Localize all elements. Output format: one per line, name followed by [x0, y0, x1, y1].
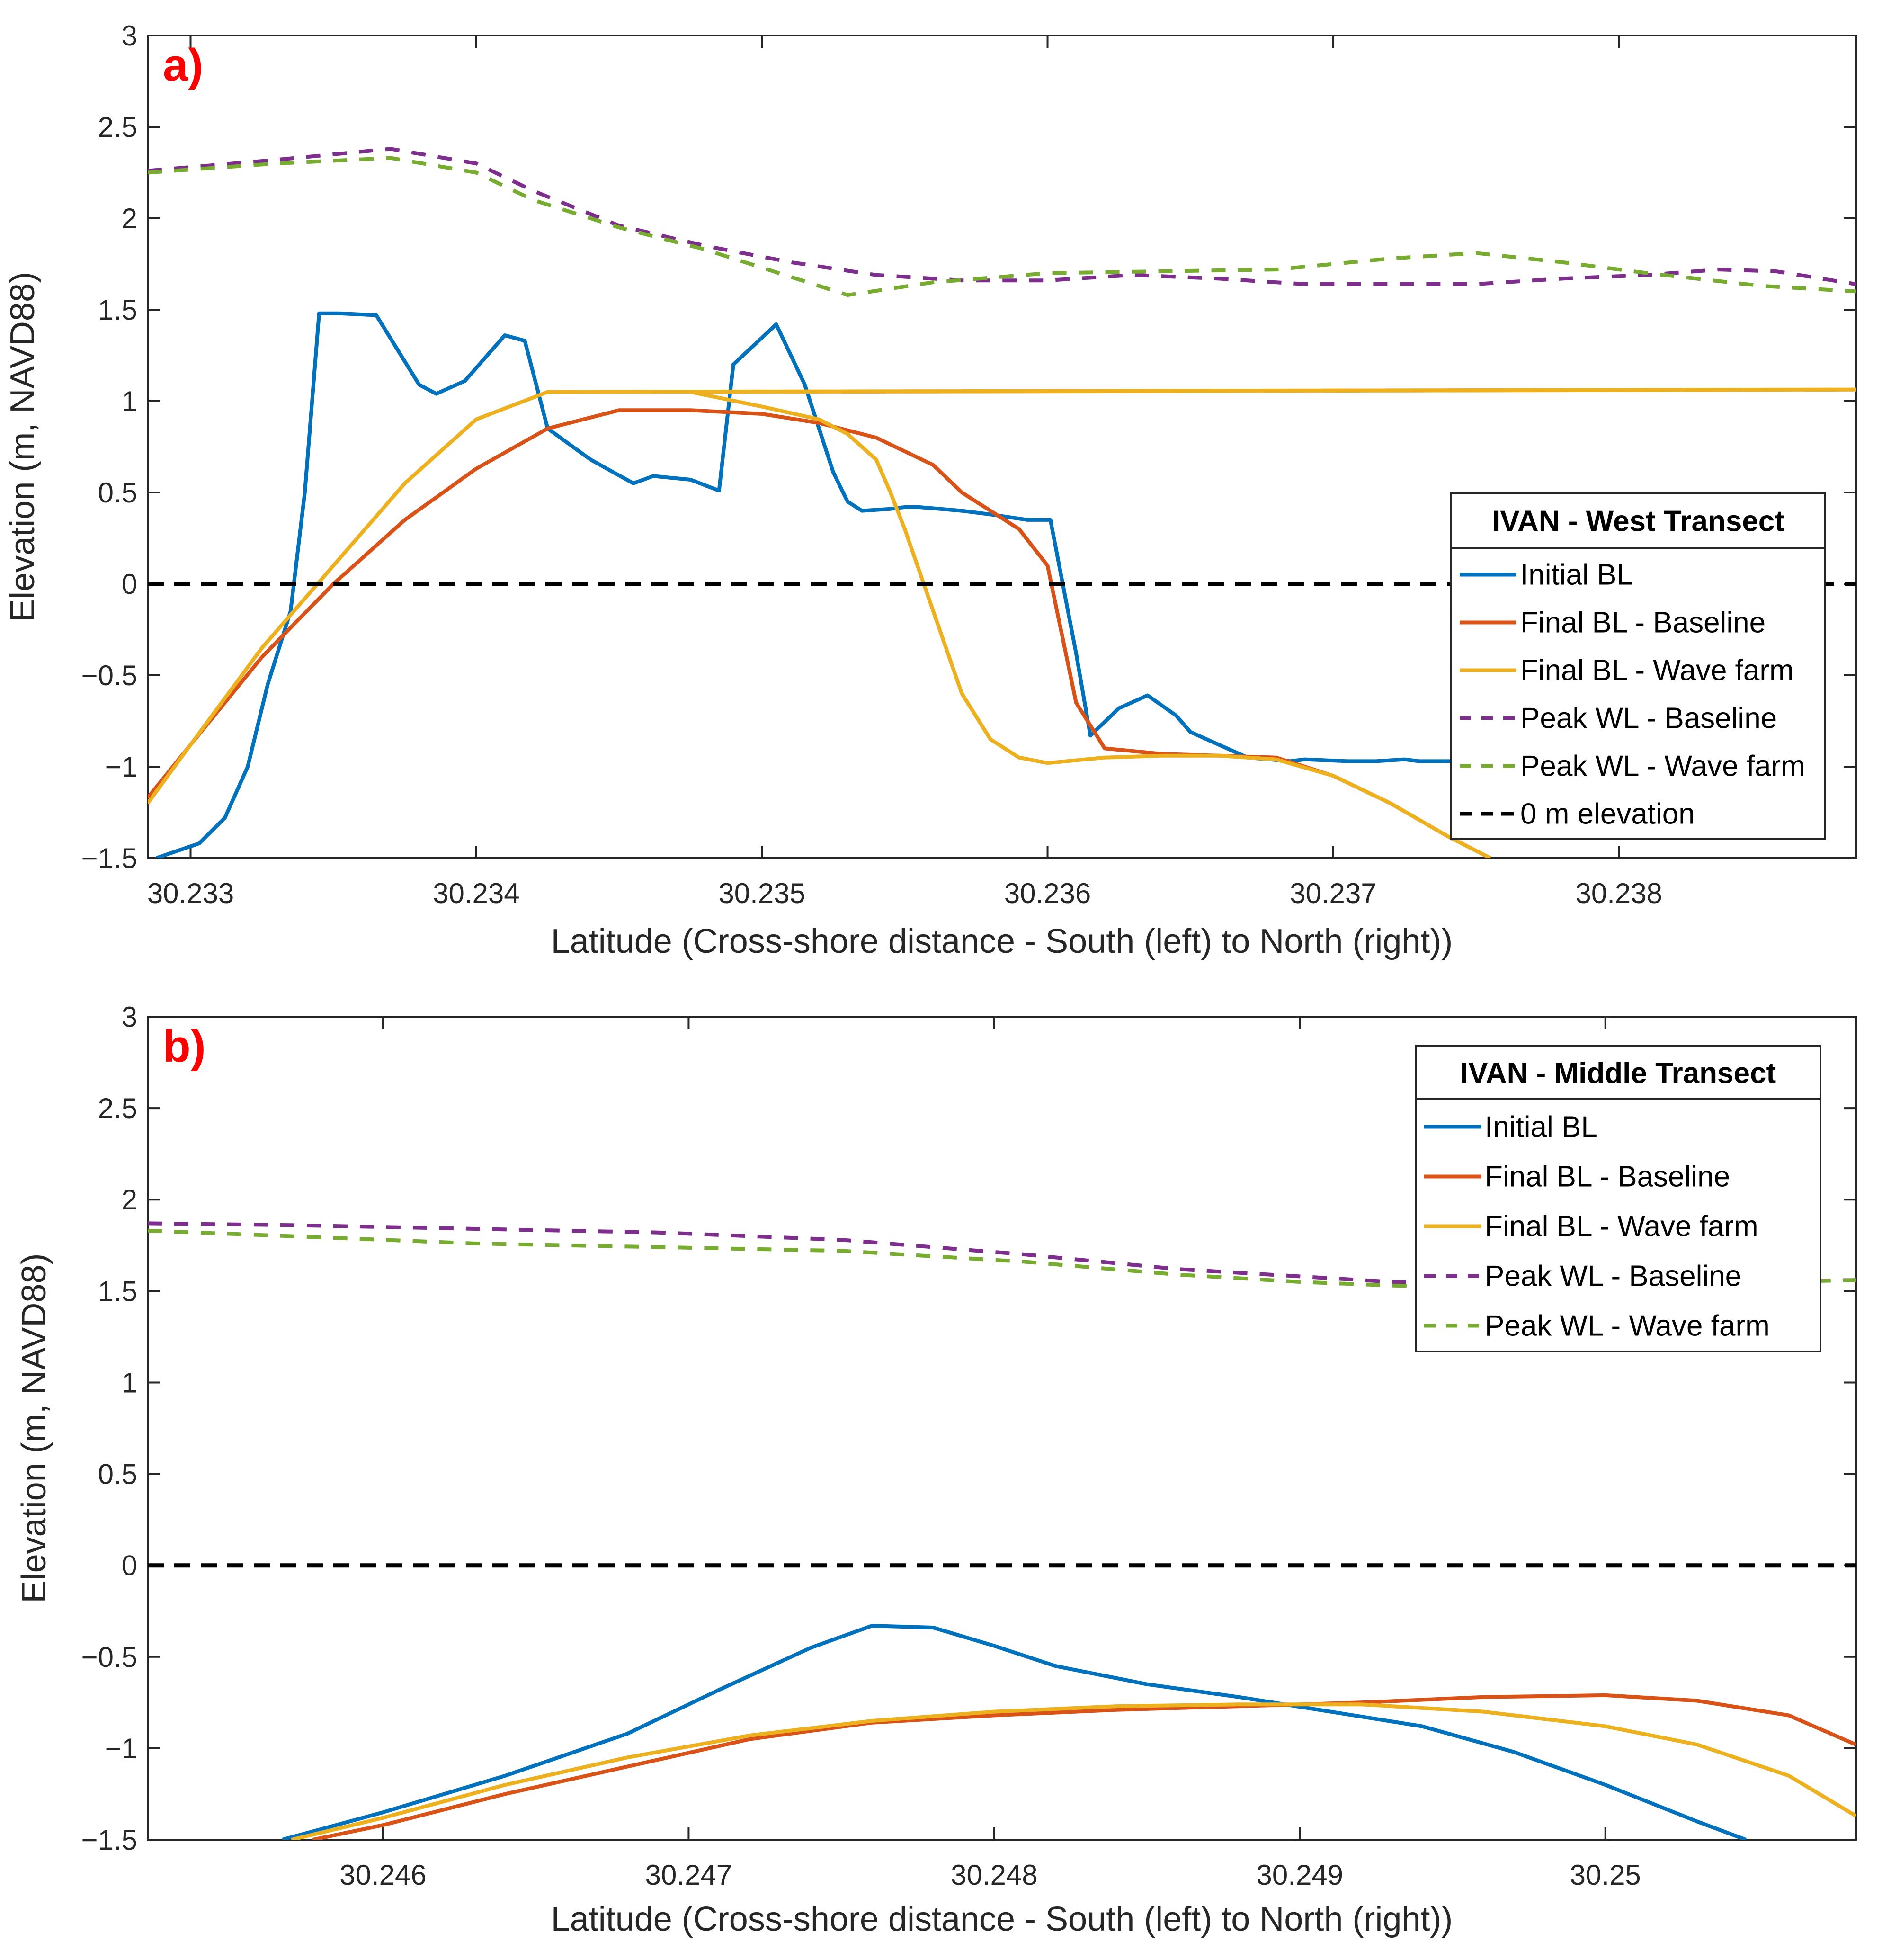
series-line-final-bl-baseline: [312, 1693, 1856, 1840]
series-line-initial-bl: [155, 311, 1490, 858]
x-tick-label: 30.233: [147, 877, 234, 909]
legend-box: [1415, 1045, 1821, 1352]
y-tick-label: −1.5: [81, 1824, 137, 1856]
y-tick-label: 1: [122, 1367, 137, 1398]
y-tick-label: 0: [122, 568, 137, 600]
y-tick-label: 2.5: [98, 111, 137, 143]
legend-item-label: Final BL - Baseline: [1485, 1161, 1730, 1193]
y-tick-label: 2.5: [98, 1092, 137, 1124]
x-tick-label: 30.235: [718, 877, 805, 909]
legend: IVAN - Middle Transect Initial BL Final BL…: [1415, 1045, 1821, 1352]
x-tick-label: 30.237: [1290, 877, 1377, 909]
panel-b: −1.5 −1 −0.5 0 0.5 1 1.5 2 2.5 3 30.246 30.247 30.24…: [15, 1001, 1857, 1938]
legend-item-label: Peak WL - Wave farm: [1485, 1310, 1770, 1342]
y-tick-label: 0: [122, 1550, 137, 1582]
legend-item-label: Peak WL - Wave farm: [1520, 750, 1805, 783]
x-tick-label: 30.247: [645, 1859, 732, 1891]
legend-box: [1450, 492, 1826, 840]
y-axis-label: Elevation (m, NAVD88): [15, 1253, 53, 1603]
legend: IVAN - West Transect Initial BL Final BL -…: [1450, 492, 1826, 840]
y-tick-label: 0.5: [98, 477, 137, 509]
series-line-peak-wl-wave-farm: [148, 156, 1856, 297]
legend-item-label: Final BL - Wave farm: [1485, 1210, 1758, 1243]
series-line-peak-wl-wave-farm: [148, 1228, 1856, 1289]
series-line-final-bl-wave-farm: [148, 387, 1856, 858]
legend-title: IVAN - Middle Transect: [1460, 1057, 1776, 1090]
series-line-peak-wl-baseline: [148, 147, 1856, 286]
legend-item-label: 0 m elevation: [1520, 798, 1695, 831]
legend-item-label: Peak WL - Baseline: [1520, 702, 1777, 735]
legend-item-label: Final BL - Wave farm: [1520, 654, 1794, 687]
y-axis-label: Elevation (m, NAVD88): [4, 272, 42, 622]
y-tick-label: 1.5: [98, 294, 137, 326]
legend-title: IVAN - West Transect: [1492, 505, 1784, 538]
y-tick-label: −1: [105, 751, 137, 783]
x-tick-label: 30.238: [1575, 877, 1662, 909]
y-tick-label: −1: [105, 1733, 137, 1764]
x-tick-label: 30.25: [1570, 1859, 1641, 1891]
series-line-final-bl-wave-farm: [291, 1702, 1856, 1840]
y-tick-label: −1.5: [81, 842, 137, 874]
series-line-initial-bl: [281, 1624, 1747, 1840]
legend-item-label: Final BL - Baseline: [1520, 607, 1766, 639]
series-group: [148, 147, 1856, 858]
y-tick-label: 1: [122, 385, 137, 417]
panel-a: −1.5 −1 −0.5 0 0.5 1 1.5 2 2.5 3 30.233 30.234 30.23…: [4, 20, 1857, 960]
x-tick-label: 30.248: [951, 1859, 1038, 1891]
x-tick-label: 30.234: [433, 877, 520, 909]
panel-label: b): [163, 1021, 206, 1072]
y-tick-label: 3: [122, 1001, 137, 1033]
series-group: [148, 1221, 1856, 1840]
y-tick-label: 2: [122, 203, 137, 234]
y-tick-label: 3: [122, 20, 137, 52]
x-tick-label: 30.246: [339, 1859, 427, 1891]
legend-item-label: Initial BL: [1520, 559, 1633, 591]
panel-label: a): [163, 40, 203, 90]
x-axis-label: Latitude (Cross-shore distance - South (…: [551, 922, 1453, 960]
y-tick-label: 1.5: [98, 1275, 137, 1307]
y-tick-label: −0.5: [81, 660, 137, 691]
legend-item-label: Peak WL - Baseline: [1485, 1260, 1741, 1293]
y-tick-label: 2: [122, 1184, 137, 1216]
x-axis-label: Latitude (Cross-shore distance - South (…: [551, 1900, 1453, 1938]
x-tick-label: 30.249: [1257, 1859, 1344, 1891]
y-tick-label: 0.5: [98, 1459, 137, 1490]
y-tick-label: −0.5: [81, 1641, 137, 1673]
x-tick-label: 30.236: [1004, 877, 1091, 909]
series-line-peak-wl-baseline: [148, 1221, 1856, 1286]
legend-item-label: Initial BL: [1485, 1111, 1597, 1144]
